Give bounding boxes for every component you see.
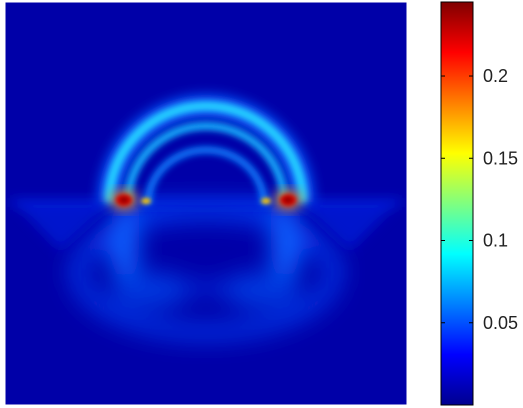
- middle-arc: [124, 122, 288, 203]
- colorbar-gradient: [441, 2, 473, 405]
- heatmap-frame: [4, 1, 408, 406]
- outer-arc: [104, 101, 308, 203]
- colorbar-tick-label: 0.2: [483, 66, 508, 86]
- left-inner-spot: [141, 198, 151, 204]
- colorbar-frame: [440, 1, 474, 406]
- colorbar-tick-label: 0.1: [483, 231, 508, 251]
- heatmap-field: [5, 2, 407, 405]
- colorbar-tick-label: 0.15: [483, 148, 518, 168]
- right-inner-spot: [261, 198, 271, 204]
- interface-wings: [10, 200, 402, 250]
- colorbar-tick-label: 0.05: [483, 313, 518, 333]
- inner-arc: [144, 146, 268, 205]
- hot-spots: [116, 194, 296, 206]
- upper-arcs: [104, 101, 308, 205]
- colorbar: 0.05 0.1 0.15 0.2: [440, 1, 518, 406]
- colorbar-ticks: 0.05 0.1 0.15 0.2: [441, 66, 518, 333]
- lower-halo: [71, 201, 341, 339]
